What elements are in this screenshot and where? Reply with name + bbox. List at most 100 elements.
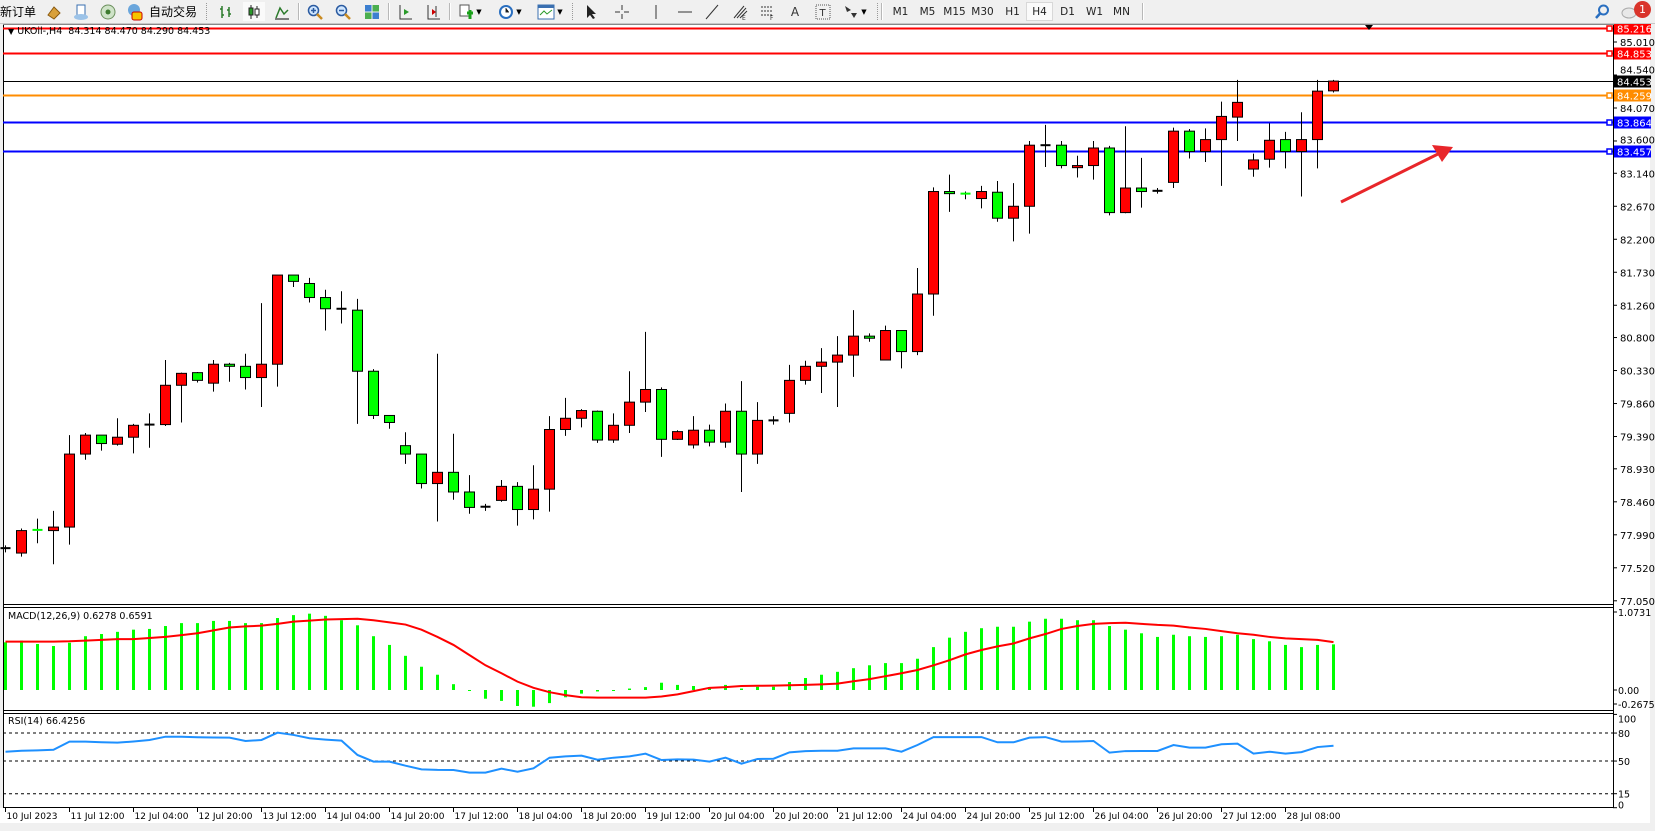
rsi-tick-label: 100 — [1618, 714, 1636, 725]
timeframe-d1[interactable]: D1 — [1060, 5, 1075, 18]
price-tick-label: 81.730 — [1620, 268, 1655, 279]
price-line-label-box — [1614, 145, 1651, 158]
indicators-icon[interactable]: ▼ — [455, 2, 485, 21]
candle-body — [832, 354, 843, 363]
macd-histogram-bar — [996, 626, 999, 690]
fibonacci-icon[interactable]: E — [729, 2, 751, 21]
symbol-menu-icon[interactable]: ▼ — [8, 27, 15, 36]
timeframe-m15[interactable]: M15 — [943, 5, 966, 18]
line-chart-icon[interactable] — [271, 2, 293, 21]
tile-windows-icon[interactable] — [361, 2, 383, 21]
candle — [944, 174, 955, 212]
candle — [400, 432, 411, 464]
auto-trading-icon[interactable] — [124, 2, 146, 21]
candle — [1184, 129, 1195, 159]
candle-body — [560, 417, 571, 431]
timeframe-h1[interactable]: H1 — [1005, 5, 1020, 18]
rsi-line — [5, 731, 1334, 774]
macd-histogram-bar — [1044, 618, 1047, 690]
horizontal-line-icon[interactable] — [674, 2, 696, 21]
macd-histogram-bar — [500, 690, 503, 701]
time-tick-label: 19 Jul 12:00 — [647, 812, 701, 822]
toolbar: 新订单 自动交易 ▼ ▼ ▼ E F A T ▼ M1 M5 M15 M30 H1 H4 D… — [0, 0, 1655, 24]
time-tick-label: 17 Jul 12:00 — [455, 812, 509, 822]
macd-histogram-bar — [1156, 636, 1159, 690]
candle-body — [528, 488, 539, 511]
trendline-icon[interactable] — [701, 2, 723, 21]
candle — [176, 372, 187, 423]
candle — [1216, 101, 1227, 186]
timeframe-h4[interactable]: H4 — [1026, 2, 1053, 21]
zoom-in-icon[interactable] — [304, 2, 326, 21]
timeframe-m5[interactable]: M5 — [919, 5, 936, 18]
candlestick-icon[interactable] — [243, 2, 265, 21]
text-icon[interactable]: A — [790, 4, 800, 19]
timeframe-mn[interactable]: MN — [1113, 5, 1130, 18]
new-order-button[interactable]: 新订单 — [0, 5, 37, 19]
candle-body — [256, 363, 267, 379]
notification-badge[interactable]: 1 — [1634, 1, 1651, 18]
macd-histogram-bar — [1060, 618, 1063, 690]
candle — [1040, 124, 1051, 167]
fibo-fan-icon[interactable]: F — [757, 2, 779, 21]
price-tick-label: 83.600 — [1620, 136, 1655, 147]
timeframe-m1[interactable]: M1 — [892, 5, 909, 18]
candle — [112, 418, 123, 446]
candle — [192, 371, 203, 383]
vertical-line-icon[interactable] — [645, 2, 667, 21]
gold-bars-icon[interactable] — [43, 2, 65, 21]
candle-body — [1184, 130, 1195, 153]
timeframe-w1[interactable]: W1 — [1085, 5, 1104, 18]
candle-body — [544, 429, 555, 490]
candle-body — [160, 384, 171, 426]
periods-clock-icon[interactable]: ▼ — [495, 2, 525, 21]
templates-icon[interactable]: ▼ — [535, 2, 565, 21]
candle-body — [784, 379, 795, 414]
chart-header: ▼ UKOil-,H4 84.314 84.470 84.290 84.453 — [8, 26, 210, 37]
candle — [1264, 123, 1275, 168]
bar-chart-icon[interactable] — [215, 2, 237, 21]
candle — [352, 298, 363, 424]
auto-scroll-icon[interactable] — [394, 2, 416, 21]
macd-histogram-bar — [980, 628, 983, 690]
candle-body — [288, 274, 299, 282]
auto-trading-button[interactable]: 自动交易 — [148, 5, 197, 19]
candle-body — [608, 424, 619, 441]
price-line-label: 85.216 — [1617, 25, 1652, 36]
candle — [448, 433, 459, 500]
signal-icon[interactable] — [97, 2, 119, 21]
macd-histogram-bar — [932, 647, 935, 690]
candle-body — [1008, 205, 1019, 219]
toolbar-grip[interactable] — [206, 3, 210, 20]
market-watch-icon[interactable] — [70, 2, 92, 21]
candle — [640, 331, 651, 412]
candle-body — [432, 471, 443, 485]
candle — [208, 360, 219, 392]
timeframe-m30[interactable]: M30 — [971, 5, 994, 18]
candle — [736, 381, 747, 492]
chart-shift-icon[interactable] — [422, 2, 444, 21]
price-tick-label: 85.010 — [1620, 38, 1655, 49]
candle — [320, 289, 331, 331]
candle-body — [640, 388, 651, 403]
macd-histogram-bar — [180, 623, 183, 690]
crosshair-icon[interactable] — [611, 2, 633, 21]
zoom-out-icon[interactable] — [332, 2, 354, 21]
candle-body — [1264, 139, 1275, 160]
candle-body — [1024, 144, 1035, 207]
candle-body — [416, 453, 427, 485]
arrows-icon[interactable]: ▼ — [840, 2, 870, 21]
price-line-label: 84.853 — [1617, 50, 1652, 61]
time-tick-label: 18 Jul 20:00 — [583, 812, 637, 822]
macd-histogram-bar — [1172, 634, 1175, 690]
candle — [752, 402, 763, 464]
candle-body — [1088, 147, 1099, 167]
search-icon[interactable] — [1592, 2, 1612, 21]
candle — [256, 303, 267, 408]
price-tick-label: 77.990 — [1620, 531, 1655, 542]
right-edge — [1650, 24, 1655, 831]
text-label-icon[interactable]: T — [812, 2, 834, 21]
cursor-icon[interactable] — [580, 2, 602, 21]
candle-body — [272, 274, 283, 365]
